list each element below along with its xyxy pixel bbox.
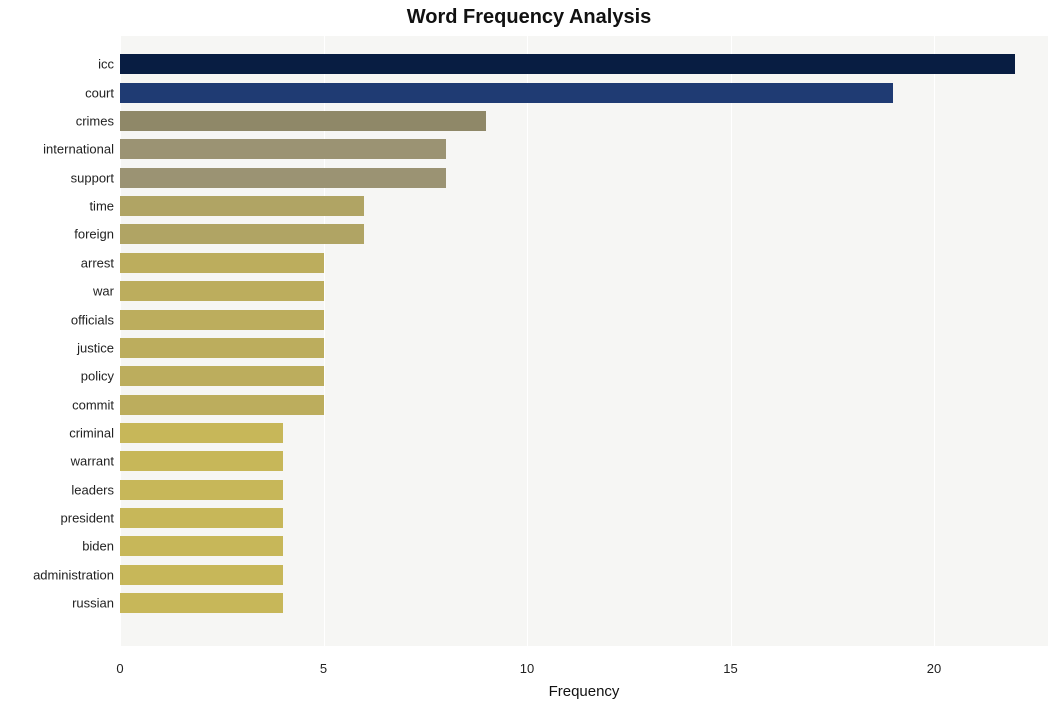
bar [120,54,1015,74]
y-tick-label: policy [81,369,114,384]
plot-row-band [120,36,1048,50]
bar [120,536,283,556]
y-tick-label: support [71,170,114,185]
y-tick-label: war [93,284,114,299]
bar [120,480,283,500]
x-axis-title: Frequency [549,683,620,700]
y-tick-label: arrest [81,255,114,270]
chart-container: Word Frequency Analysis Frequency icc cou… [0,0,1058,701]
bar [120,168,446,188]
bar [120,593,283,613]
x-gridline [527,36,528,646]
x-gridline [731,36,732,646]
y-tick-label: commit [72,397,114,412]
bar [120,111,486,131]
x-tick-label: 5 [320,661,327,676]
bar [120,281,324,301]
bar [120,338,324,358]
y-tick-label: warrant [71,454,114,469]
bar [120,83,893,103]
y-tick-label: president [61,510,114,525]
y-tick-label: administration [33,567,114,582]
bar [120,451,283,471]
x-tick-label: 15 [723,661,737,676]
y-tick-label: icc [98,57,114,72]
plot-row-band [120,617,1048,646]
bar [120,565,283,585]
y-tick-label: time [89,199,114,214]
y-tick-label: russian [72,596,114,611]
chart-title: Word Frequency Analysis [0,6,1058,29]
bar [120,508,283,528]
bar [120,366,324,386]
y-tick-label: justice [77,340,114,355]
y-tick-label: criminal [69,425,114,440]
bar [120,310,324,330]
bar [120,196,364,216]
plot-area [120,36,1048,646]
y-tick-label: officials [71,312,114,327]
y-tick-label: court [85,85,114,100]
bar [120,253,324,273]
y-tick-label: international [43,142,114,157]
x-tick-label: 10 [520,661,534,676]
bar [120,139,446,159]
y-tick-label: crimes [76,114,114,129]
x-tick-label: 0 [116,661,123,676]
x-tick-label: 20 [927,661,941,676]
bar [120,423,283,443]
bar [120,224,364,244]
x-gridline [934,36,935,646]
y-tick-label: foreign [74,227,114,242]
y-tick-label: biden [82,539,114,554]
bar [120,395,324,415]
y-tick-label: leaders [71,482,114,497]
